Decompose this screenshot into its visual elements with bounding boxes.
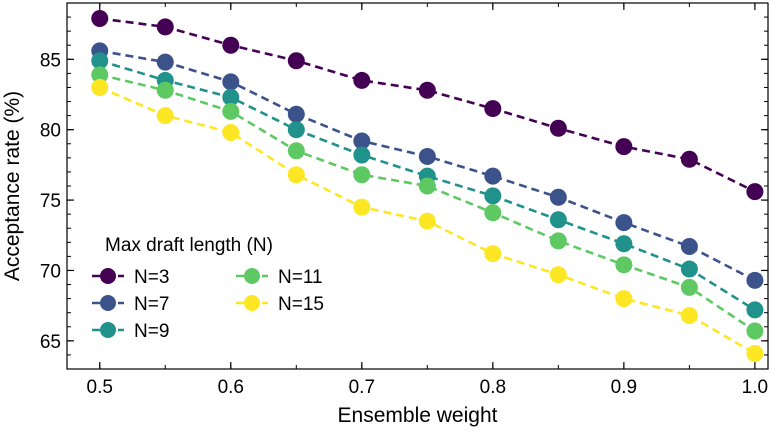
data-point xyxy=(91,52,109,70)
series-n-3 xyxy=(91,9,764,201)
x-tick-label: 0.7 xyxy=(349,377,375,398)
data-point xyxy=(418,81,436,99)
data-point xyxy=(615,256,633,274)
data-point xyxy=(680,307,698,325)
data-point xyxy=(418,212,436,230)
legend-title: Max draft length (N) xyxy=(105,235,273,256)
data-point xyxy=(287,52,305,70)
data-point xyxy=(746,301,764,319)
data-point xyxy=(615,235,633,253)
data-point xyxy=(484,204,502,222)
legend: Max draft length (N) N=3 N=7 N=9 N=11 N=15 xyxy=(92,235,324,342)
x-tick-label: 1.0 xyxy=(742,377,768,398)
data-point xyxy=(746,345,764,363)
axis-ticks: 0.5 0.6 0.7 0.8 0.9 1.0 65 70 75 80 85 xyxy=(40,2,768,398)
data-point xyxy=(287,142,305,160)
data-point xyxy=(549,266,567,284)
data-point xyxy=(746,271,764,289)
legend-label: N=11 xyxy=(278,267,323,288)
data-point xyxy=(746,322,764,340)
series-n-15 xyxy=(91,78,764,363)
data-point xyxy=(156,53,174,71)
legend-item: N=15 xyxy=(236,294,324,315)
data-point xyxy=(222,88,240,106)
data-point xyxy=(680,278,698,296)
legend-item: N=3 xyxy=(92,267,169,288)
data-point xyxy=(353,146,371,164)
x-tick-label: 0.9 xyxy=(611,377,637,398)
data-point xyxy=(746,183,764,201)
data-point xyxy=(615,290,633,308)
data-point xyxy=(484,100,502,118)
y-tick-label: 75 xyxy=(40,191,61,212)
data-point xyxy=(353,198,371,216)
data-point xyxy=(353,71,371,89)
x-tick-label: 0.5 xyxy=(87,377,113,398)
data-point xyxy=(549,232,567,250)
series-layer xyxy=(91,9,764,363)
data-point xyxy=(222,124,240,142)
data-point xyxy=(484,245,502,263)
legend-label: N=3 xyxy=(134,267,169,288)
legend-label: N=9 xyxy=(134,321,169,342)
data-point xyxy=(549,119,567,137)
data-point xyxy=(549,211,567,229)
legend-label: N=15 xyxy=(278,294,324,315)
x-tick-label: 0.8 xyxy=(480,377,506,398)
data-point xyxy=(615,214,633,232)
data-point xyxy=(287,105,305,123)
data-point xyxy=(680,260,698,278)
y-tick-label: 80 xyxy=(40,121,61,142)
series-n-11 xyxy=(91,66,764,340)
x-tick-label: 0.6 xyxy=(218,377,244,398)
legend-swatch-marker xyxy=(100,268,116,284)
data-point xyxy=(418,147,436,165)
data-point xyxy=(222,73,240,91)
x-axis-label: Ensemble weight xyxy=(338,404,498,427)
legend-item: N=7 xyxy=(92,294,169,315)
legend-label: N=7 xyxy=(134,294,169,315)
data-point xyxy=(287,121,305,139)
data-point xyxy=(156,18,174,36)
series-line xyxy=(99,59,756,312)
legend-swatch-marker xyxy=(244,295,260,311)
data-point xyxy=(91,66,109,84)
series-n-7 xyxy=(91,42,764,289)
data-point xyxy=(484,167,502,185)
data-point xyxy=(156,81,174,99)
data-point xyxy=(549,188,567,206)
legend-swatch-marker xyxy=(100,295,116,311)
data-point xyxy=(680,150,698,168)
legend-item: N=11 xyxy=(236,267,323,288)
data-point xyxy=(680,238,698,256)
data-point xyxy=(484,187,502,205)
data-point xyxy=(287,166,305,184)
legend-swatch-marker xyxy=(100,322,116,338)
data-point xyxy=(353,166,371,184)
data-point xyxy=(222,36,240,54)
legend-swatch-marker xyxy=(244,268,260,284)
series-line xyxy=(99,73,756,333)
y-tick-label: 65 xyxy=(40,332,61,353)
y-axis-label: Acceptance rate (%) xyxy=(1,91,24,281)
data-point xyxy=(353,132,371,150)
data-point xyxy=(156,107,174,125)
data-point xyxy=(418,177,436,195)
series-line xyxy=(99,17,756,193)
data-point xyxy=(222,102,240,120)
data-point xyxy=(91,9,109,27)
y-tick-label: 85 xyxy=(40,50,61,71)
legend-item: N=9 xyxy=(92,321,169,342)
data-point xyxy=(615,138,633,156)
y-tick-label: 70 xyxy=(40,261,61,282)
data-point xyxy=(91,78,109,96)
